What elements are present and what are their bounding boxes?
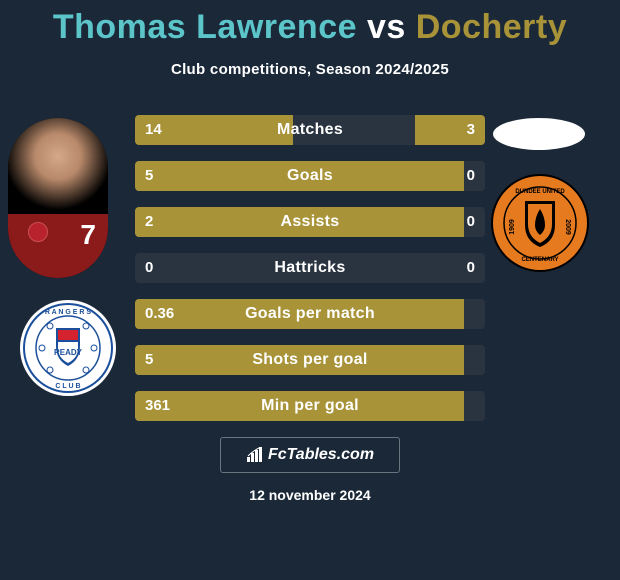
comparison-title: Thomas Lawrence vs Docherty bbox=[0, 0, 620, 47]
stat-label: Min per goal bbox=[135, 391, 485, 421]
svg-text:READY: READY bbox=[54, 348, 83, 357]
player1-name: Thomas Lawrence bbox=[53, 8, 357, 46]
svg-text:DUNDEE UNITED: DUNDEE UNITED bbox=[515, 189, 565, 195]
player2-name: Docherty bbox=[416, 8, 567, 46]
fctables-bars-icon bbox=[246, 447, 264, 463]
stat-row: 14Matches3 bbox=[135, 115, 485, 145]
stat-value-right: 0 bbox=[467, 207, 475, 237]
svg-text:1909: 1909 bbox=[509, 219, 516, 235]
svg-text:CENTENARY: CENTENARY bbox=[521, 257, 558, 263]
stat-row: 5Shots per goal bbox=[135, 345, 485, 375]
rangers-crest-icon: R A N G E R S C L U B READY bbox=[18, 298, 118, 398]
svg-text:R A N G E R S: R A N G E R S bbox=[45, 309, 91, 316]
stat-value-right: 3 bbox=[467, 115, 475, 145]
fctables-brand-text: FcTables.com bbox=[268, 446, 374, 464]
stat-value-right: 0 bbox=[467, 253, 475, 283]
stat-row: 5Goals0 bbox=[135, 161, 485, 191]
vs-text: vs bbox=[367, 8, 406, 46]
subtitle: Club competitions, Season 2024/2025 bbox=[0, 61, 620, 78]
stats-container: 14Matches35Goals02Assists00Hattricks00.3… bbox=[135, 103, 485, 421]
player1-face bbox=[8, 118, 108, 214]
svg-text:C L U B: C L U B bbox=[55, 383, 80, 390]
stat-label: Assists bbox=[135, 207, 485, 237]
stat-label: Hattricks bbox=[135, 253, 485, 283]
player1-club-crest: R A N G E R S C L U B READY bbox=[18, 298, 118, 398]
stat-value-right: 0 bbox=[467, 161, 475, 191]
stat-label: Goals per match bbox=[135, 299, 485, 329]
stat-row: 0.36Goals per match bbox=[135, 299, 485, 329]
stat-row: 0Hattricks0 bbox=[135, 253, 485, 283]
stat-label: Matches bbox=[135, 115, 485, 145]
dundee-united-crest-icon: DUNDEE UNITED CENTENARY 1909 2009 bbox=[490, 173, 590, 273]
snapshot-date: 12 november 2024 bbox=[0, 487, 620, 503]
player2-photo-placeholder bbox=[493, 118, 585, 150]
player2-club-crest: DUNDEE UNITED CENTENARY 1909 2009 bbox=[490, 173, 590, 273]
svg-text:2009: 2009 bbox=[564, 219, 571, 235]
player1-jersey bbox=[8, 214, 108, 278]
stat-row: 2Assists0 bbox=[135, 207, 485, 237]
stat-row: 361Min per goal bbox=[135, 391, 485, 421]
stat-label: Goals bbox=[135, 161, 485, 191]
content-area: R A N G E R S C L U B READY DUNDEE UNIT bbox=[0, 103, 620, 421]
player1-photo bbox=[8, 118, 108, 278]
fctables-logo[interactable]: FcTables.com bbox=[220, 437, 400, 473]
stat-label: Shots per goal bbox=[135, 345, 485, 375]
